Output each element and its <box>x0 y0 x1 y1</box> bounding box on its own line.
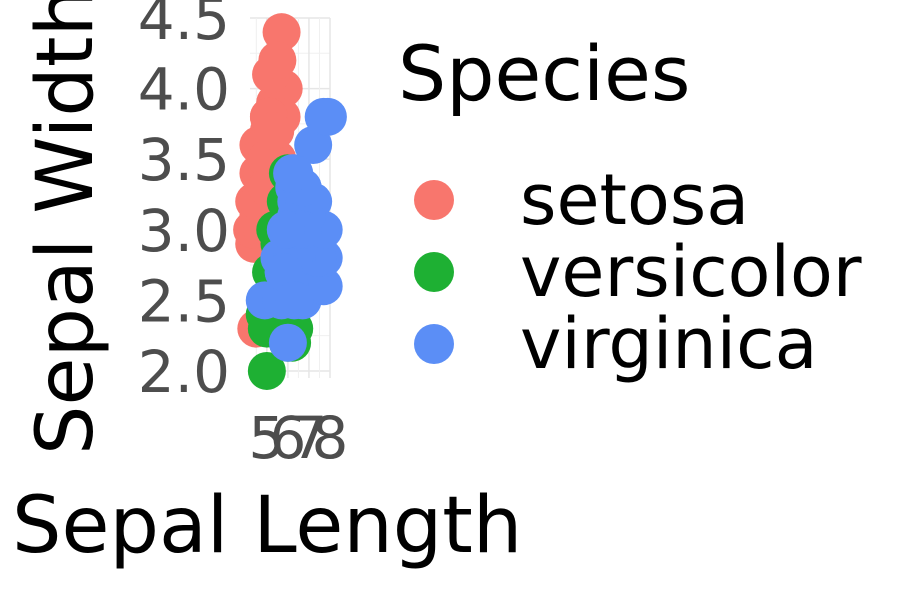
point-setosa-15 <box>262 13 301 52</box>
point-virginica-18 <box>304 267 343 306</box>
y-tick-label-2: 3.0 <box>138 197 230 265</box>
legend-key-setosa <box>414 180 454 220</box>
x-axis-title: Sepal Length <box>12 481 522 571</box>
y-tick-label-5: 4.5 <box>138 0 230 53</box>
point-setosa-48 <box>254 111 293 150</box>
legend-label-setosa: setosa <box>520 159 749 241</box>
y-tick-label-1: 2.5 <box>138 267 230 335</box>
y-tick-label-3: 3.5 <box>138 126 230 194</box>
x-tick-label-2: 7 <box>290 404 327 472</box>
legend-key-virginica <box>414 324 454 364</box>
points-layer <box>233 13 347 390</box>
point-virginica-46 <box>275 281 314 320</box>
x-tick-label-0: 5 <box>248 404 285 472</box>
legend-title: Species <box>398 29 691 118</box>
point-versicolor-10 <box>247 351 286 390</box>
point-virginica-19 <box>268 323 307 362</box>
point-virginica-31 <box>308 97 347 136</box>
y-axis-title: Sepal Width <box>21 0 111 455</box>
y-tick-label-0: 2.0 <box>138 338 230 406</box>
point-virginica-49 <box>266 210 305 249</box>
legend-label-versicolor: versicolor <box>520 231 862 313</box>
y-tick-label-4: 4.0 <box>138 56 230 124</box>
x-tick-label-3: 8 <box>312 404 349 472</box>
point-virginica-48 <box>273 154 312 193</box>
legend-key-versicolor <box>414 252 454 292</box>
point-setosa-33 <box>258 41 297 80</box>
legend-label-virginica: virginica <box>520 303 818 385</box>
x-tick-label-1: 6 <box>269 404 306 472</box>
